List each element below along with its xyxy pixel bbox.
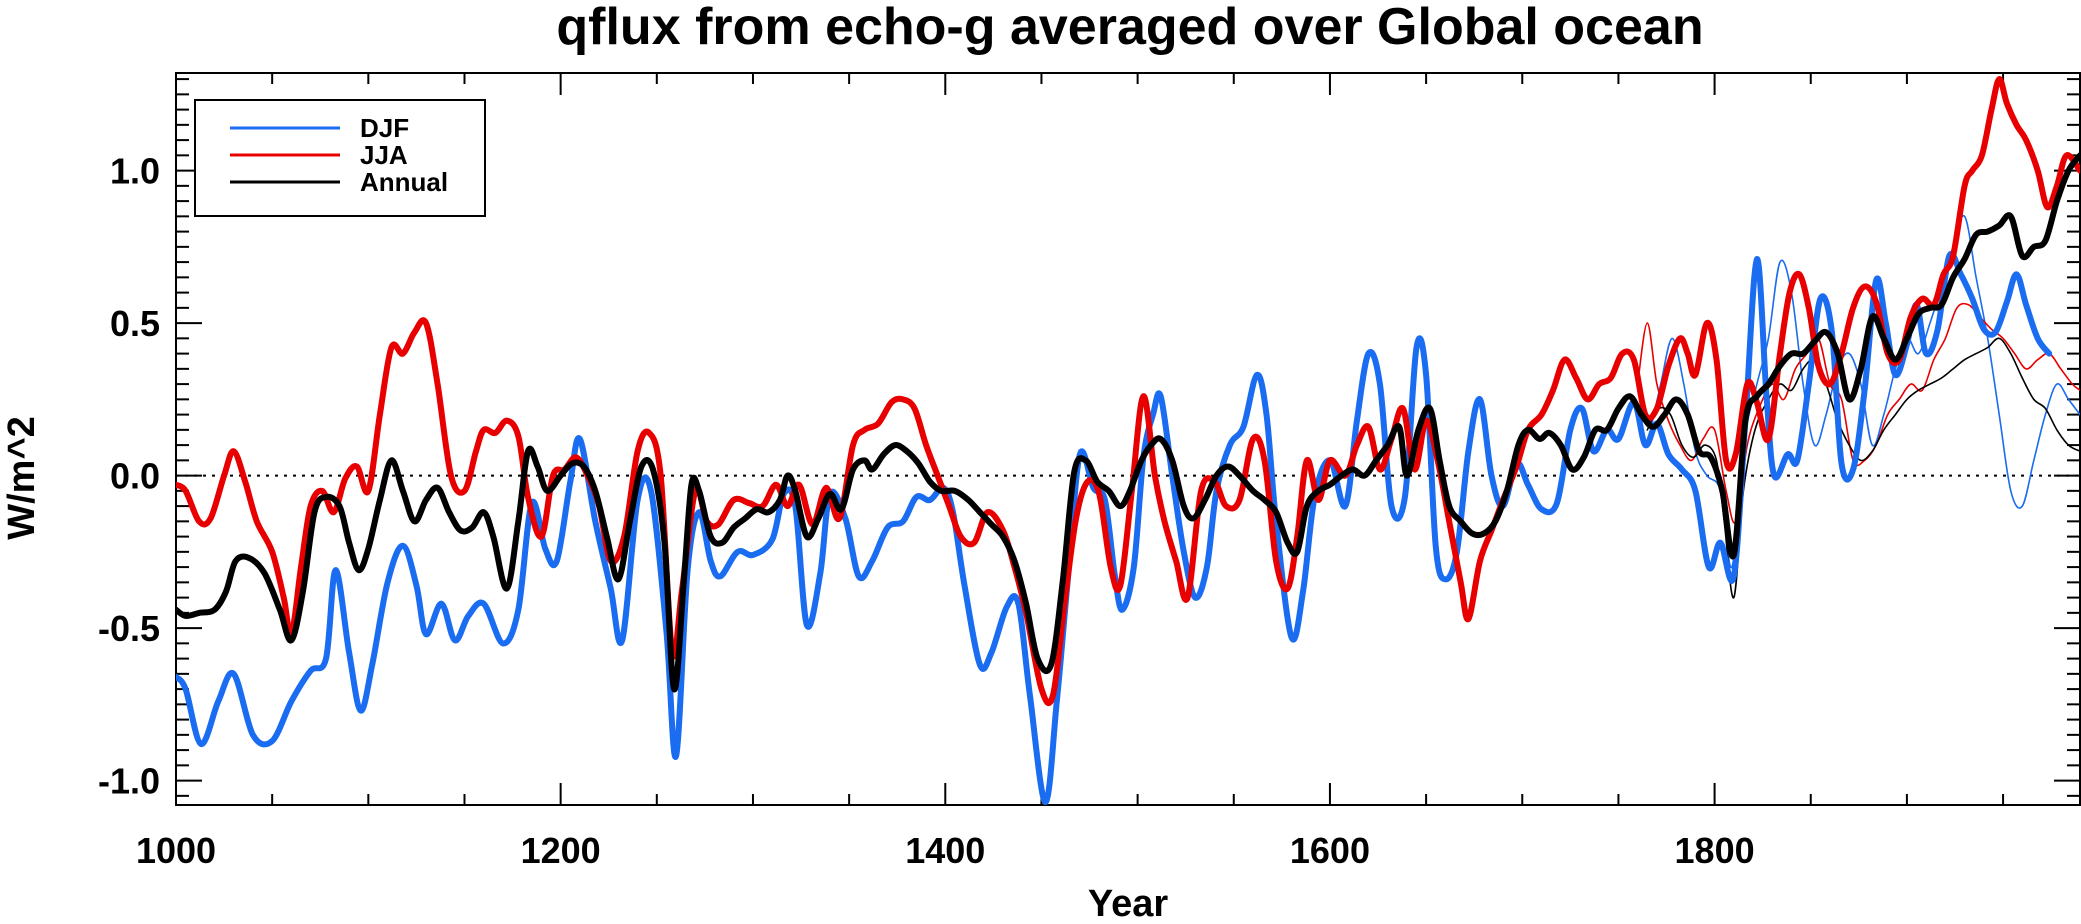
series-layer	[176, 76, 2080, 805]
series-line-annual	[176, 152, 2080, 693]
legend-label: DJF	[360, 113, 409, 143]
x-tick-label: 1800	[1675, 830, 1755, 871]
x-tick-label: 1400	[905, 830, 985, 871]
y-tick-label: -1.0	[98, 761, 160, 802]
y-tick-label: 1.0	[110, 151, 160, 192]
x-tick-label: 1000	[136, 830, 216, 871]
y-tick-labels: -1.0 -0.5 0.0 0.5 1.0	[98, 151, 160, 802]
x-axis-label: Year	[1088, 883, 1169, 924]
legend-label: JJA	[360, 140, 408, 170]
plot-area	[175, 72, 2081, 806]
x-tick-label: 1600	[1290, 830, 1370, 871]
x-tick-label: 1200	[521, 830, 601, 871]
y-tick-label: 0.5	[110, 303, 160, 344]
legend-box	[194, 99, 486, 217]
y-axis-label: W/m^2	[1, 416, 43, 540]
legend-label: Annual	[360, 167, 448, 197]
axis-ticks	[175, 73, 2080, 805]
series-line-jja	[176, 76, 2080, 707]
plot-frame	[175, 72, 2081, 806]
y-tick-label: 0.0	[110, 456, 160, 497]
y-tick-label: -0.5	[98, 608, 160, 649]
x-tick-labels: 1000 1200 1400 1600 1800	[136, 830, 1755, 871]
series-line-djf	[176, 250, 2053, 805]
chart-title: qflux from echo-g averaged over Global o…	[556, 0, 1703, 56]
